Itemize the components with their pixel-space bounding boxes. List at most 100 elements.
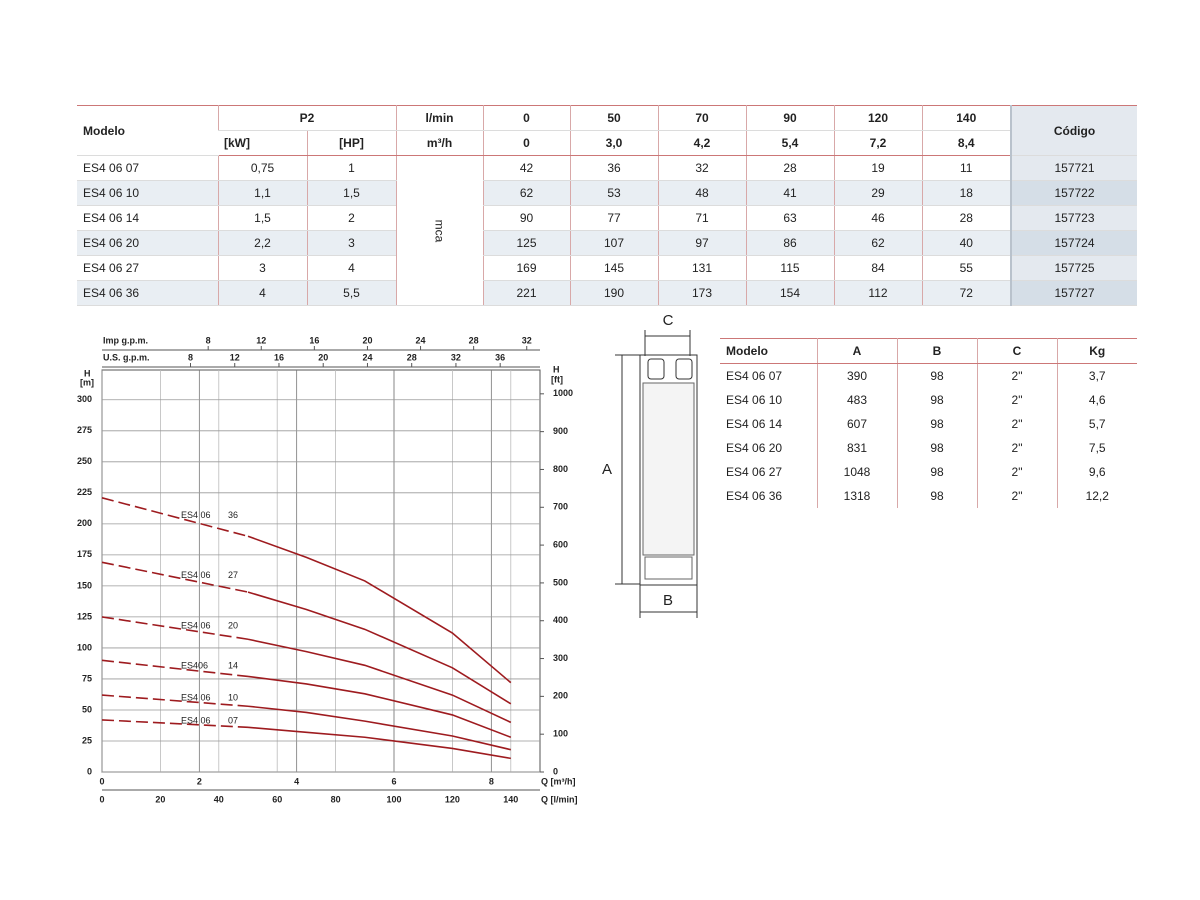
y2-axis-title: H	[553, 364, 560, 374]
header-cell: 3,0	[569, 130, 658, 156]
cell: 2"	[976, 363, 1057, 388]
y2-tick-label: 200	[553, 691, 568, 701]
data-row: ES4 06 27 3 4 169 145 131 115 84 55 157725	[77, 255, 1137, 281]
cell: 32	[657, 155, 746, 181]
data-row: ES4 06 07 0,75 1 mca 42 36 32 28 19 11 157721	[77, 155, 1137, 306]
y2-tick-label: 100	[553, 729, 568, 739]
header-cell: m³/h	[395, 130, 483, 156]
y2-tick-label: 800	[553, 464, 568, 474]
cell: 4	[306, 255, 396, 281]
curve-extrapolated	[101, 616, 249, 641]
y2-tick-label: 300	[553, 653, 568, 663]
cell: 55	[921, 255, 1011, 281]
y2-tick-label: 900	[553, 426, 568, 436]
cell: 98	[896, 388, 977, 412]
cell: ES4 06 07	[726, 369, 783, 383]
unit-cell: mca	[395, 155, 483, 306]
cell: 1,5	[306, 180, 396, 206]
cell: 157727	[1010, 280, 1137, 306]
cell: 19	[833, 155, 922, 181]
cell: 2"	[976, 412, 1057, 436]
cell: 98	[896, 484, 977, 508]
y2-tick-label: 0	[553, 766, 558, 776]
header-cell: [kW]	[218, 130, 307, 156]
cell: 157723	[1010, 205, 1137, 231]
header-cell: Kg	[1056, 338, 1137, 364]
y-tick-label: 150	[77, 580, 92, 590]
curve-label: 36	[228, 510, 238, 520]
x-axis-title: Q [m³/h]	[541, 776, 576, 786]
cell: 1,1	[217, 180, 307, 206]
cell: ES4 06 20	[77, 230, 218, 256]
y-tick-label: 125	[77, 611, 92, 621]
y-tick-label: 100	[77, 642, 92, 652]
cell: 63	[745, 205, 834, 231]
y2-tick-label: 400	[553, 615, 568, 625]
cell: 48	[657, 180, 746, 206]
cell: 90	[482, 205, 570, 231]
cell: 483	[816, 388, 897, 412]
x-tick-label: 6	[391, 776, 396, 786]
cell: ES4 06 10	[77, 180, 218, 206]
cell: 0,75	[217, 155, 307, 181]
cell: ES4 06 27	[726, 465, 783, 479]
header-cell: l/min	[395, 105, 483, 131]
data-row: ES4 06 36 4 5,5 221 190 173 154 112 72 157727	[77, 280, 1137, 306]
curve-extrapolated	[101, 497, 249, 538]
cell: 173	[657, 280, 746, 306]
header-cell: C	[976, 338, 1057, 364]
curve-extrapolated	[101, 561, 249, 593]
cell: 145	[569, 255, 658, 281]
cell: 157724	[1010, 230, 1137, 256]
y2-tick-label: 1000	[553, 388, 573, 398]
y-tick-label: 225	[77, 487, 92, 497]
x-tick-label: 100	[386, 794, 401, 804]
cell: 2"	[976, 460, 1057, 484]
cell: 28	[921, 205, 1011, 231]
data-row: ES4 06 10 483 98 2" 4,6	[720, 388, 1137, 412]
cell: 7,5	[1056, 436, 1137, 460]
curve-label: ES4 06	[181, 692, 211, 702]
performance-table: Modelo P2 l/min 0 50 70 90 120 140 Código [kW] [HP]…	[77, 105, 1137, 306]
data-row: ES4 06 07 390 98 2" 3,7	[720, 363, 1137, 388]
x-tick-label: 0	[99, 776, 104, 786]
dimension-label: B	[663, 592, 673, 609]
cell: 1318	[816, 484, 897, 508]
cell: ES4 06 27	[77, 255, 218, 281]
performance-curve	[247, 591, 512, 705]
cell: 115	[745, 255, 834, 281]
cell: 41	[745, 180, 834, 206]
x-tick-label: 8	[489, 776, 494, 786]
cell: 29	[833, 180, 922, 206]
cell: 107	[569, 230, 658, 256]
cell: 71	[657, 205, 746, 231]
cell: 5,7	[1056, 412, 1137, 436]
x-tick-label: 60	[272, 794, 282, 804]
cell: 86	[745, 230, 834, 256]
x-tick-label: 8	[206, 335, 211, 345]
cell: ES4 06 07	[77, 155, 218, 181]
cell: ES4 06 14	[77, 205, 218, 231]
cell: ES4 06 36	[77, 280, 218, 306]
cell: 2"	[976, 484, 1057, 508]
curve-label: ES406	[181, 660, 208, 670]
cell: 169	[482, 255, 570, 281]
cell: 2"	[976, 388, 1057, 412]
header-cell: Código	[1010, 105, 1137, 156]
unit-label: mca	[432, 219, 447, 242]
y-tick-label: 25	[82, 735, 92, 745]
cell: 53	[569, 180, 658, 206]
cell: 72	[921, 280, 1011, 306]
header-cell: Modelo	[720, 338, 817, 364]
y2-tick-label: 500	[553, 577, 568, 587]
cell: 12,2	[1056, 484, 1137, 508]
header-cell: 4,2	[657, 130, 746, 156]
cell: 46	[833, 205, 922, 231]
y2-tick-label: 600	[553, 539, 568, 549]
cell: 3	[306, 230, 396, 256]
header-cell: 8,4	[921, 130, 1011, 156]
curve-label: ES4 06	[181, 510, 211, 520]
y-axis-title: H	[84, 368, 91, 378]
pump-diagram: C A B	[602, 312, 698, 618]
